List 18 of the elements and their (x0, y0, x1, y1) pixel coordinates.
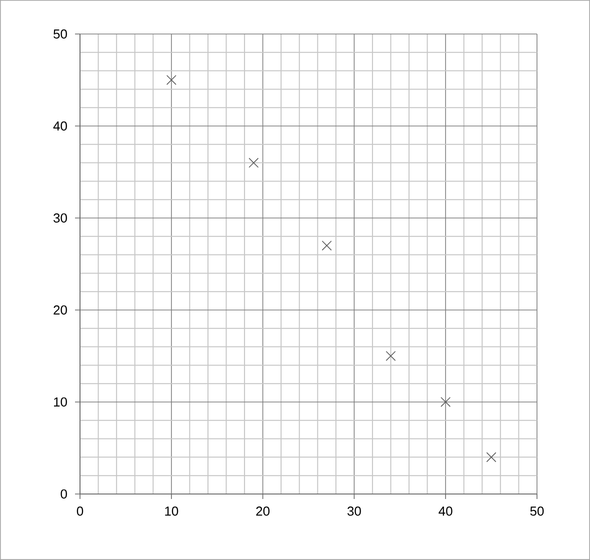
point (486, 452, 496, 462)
y-tick-label: 30 (54, 213, 67, 223)
point (386, 350, 396, 361)
x-tick-label: 30 (347, 506, 361, 516)
point (248, 158, 259, 168)
point (166, 74, 176, 85)
y-tick-label: 0 (60, 489, 67, 499)
y-tick-label: 50 (54, 29, 67, 39)
x-tick-label: 10 (165, 506, 178, 516)
x-tick-label: 0 (76, 506, 84, 516)
x-tick-label: 20 (256, 506, 270, 516)
point (440, 396, 451, 407)
y-tick-label: 20 (54, 305, 67, 315)
x-tick-label: 50 (530, 506, 544, 516)
point (322, 240, 332, 251)
x-tick-label: 40 (438, 506, 452, 516)
y-tick-label: 10 (54, 397, 67, 407)
y-tick-label: 40 (53, 121, 67, 131)
